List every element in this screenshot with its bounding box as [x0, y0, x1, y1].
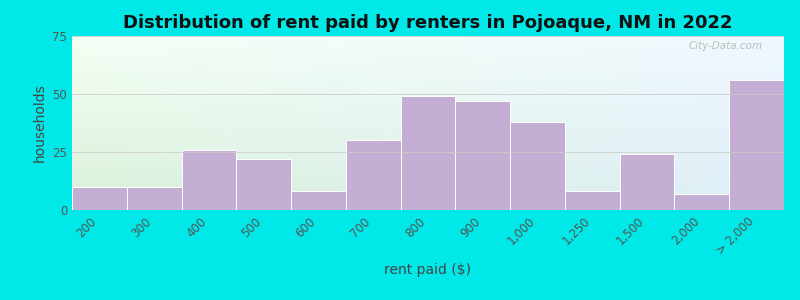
Bar	[620, 154, 674, 210]
Bar	[510, 122, 565, 210]
Bar	[126, 187, 182, 210]
Bar	[455, 101, 510, 210]
Bar	[72, 187, 126, 210]
Bar	[182, 150, 236, 210]
Bar	[346, 140, 401, 210]
Bar	[236, 159, 291, 210]
X-axis label: rent paid ($): rent paid ($)	[385, 263, 471, 277]
Bar	[565, 191, 620, 210]
Text: City-Data.com: City-Data.com	[689, 41, 762, 51]
Y-axis label: households: households	[33, 84, 46, 162]
Bar	[291, 191, 346, 210]
Bar	[401, 96, 455, 210]
Title: Distribution of rent paid by renters in Pojoaque, NM in 2022: Distribution of rent paid by renters in …	[123, 14, 733, 32]
Bar	[730, 80, 784, 210]
Bar	[674, 194, 730, 210]
